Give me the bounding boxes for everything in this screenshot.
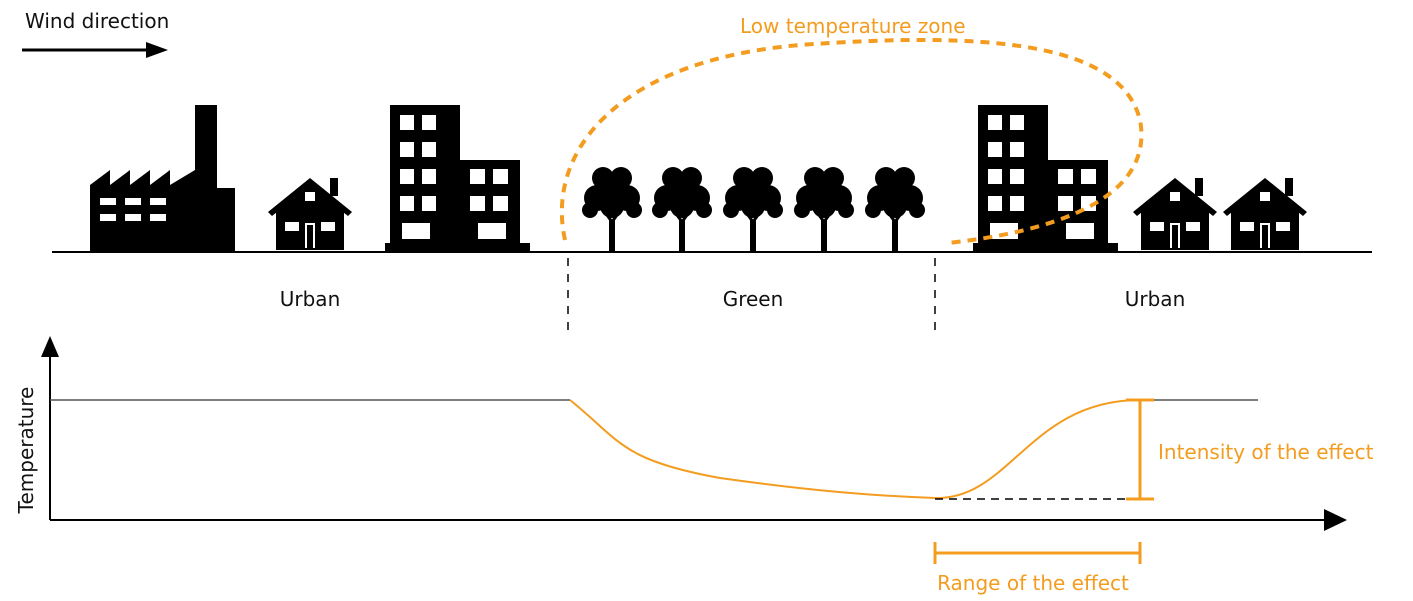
area-label: Green (723, 287, 784, 311)
area-label: Urban (280, 287, 341, 311)
tree (792, 165, 856, 254)
range-label: Range of the effect (937, 571, 1129, 595)
factory (90, 105, 235, 252)
house (1133, 178, 1217, 250)
tree (721, 165, 785, 254)
tree (580, 165, 644, 254)
area-label: Urban (1125, 287, 1186, 311)
house (1223, 178, 1307, 250)
building (973, 105, 1118, 252)
tree (650, 165, 714, 254)
building (385, 105, 530, 252)
wind-label: Wind direction (25, 9, 169, 33)
house (268, 178, 352, 250)
y-axis-label: Temperature (14, 387, 38, 515)
intensity-label: Intensity of the effect (1158, 440, 1374, 464)
low-temp-zone (559, 37, 1144, 245)
tree (863, 165, 927, 254)
temperature-curve (569, 399, 1141, 500)
zone-label: Low temperature zone (740, 14, 966, 38)
